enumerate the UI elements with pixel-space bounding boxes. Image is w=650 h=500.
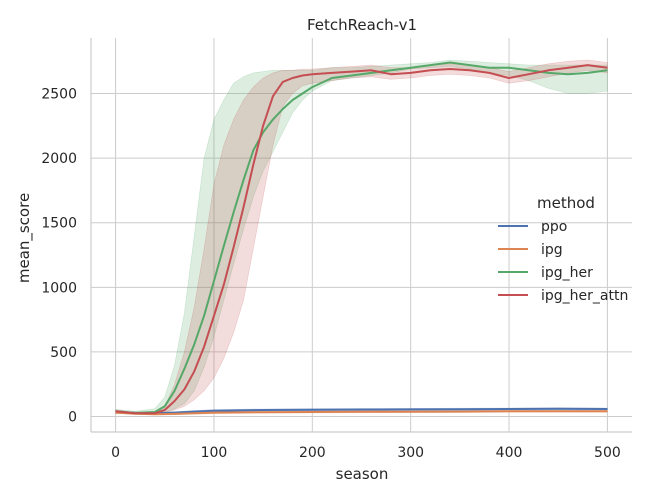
y-axis-label: mean_score: [15, 193, 34, 283]
band-ipg_her_attn: [115, 59, 608, 415]
y-tick-label: 0: [68, 409, 77, 425]
line-ipg_her: [115, 61, 608, 414]
chart-title: FetchReach-v1: [307, 16, 417, 34]
legend-title: method: [537, 194, 595, 212]
x-axis-label: season: [336, 465, 389, 483]
axes: [90, 38, 632, 433]
legend-label-ipg_her: ipg_her: [541, 265, 593, 281]
legend: method ppo ipg ipg_her ipg_her_attn: [498, 194, 628, 304]
line-ipg: [115, 410, 608, 416]
x-tick-label: 300: [397, 445, 424, 461]
line-ipg_her_attn: [115, 64, 608, 415]
series-lines: [115, 61, 608, 416]
y-tick-label: 2500: [41, 87, 77, 103]
y-tick-label: 500: [50, 345, 77, 361]
x-tick-label: 200: [299, 445, 326, 461]
legend-label-ppo: ppo: [541, 219, 567, 235]
y-tick-label: 1500: [41, 216, 77, 232]
y-tick-label: 1000: [41, 280, 77, 296]
grid: [91, 38, 632, 432]
y-tick-label: 2000: [41, 151, 77, 167]
x-tick-label: 500: [594, 445, 621, 461]
band-ipg_her: [115, 59, 608, 415]
x-tick-label: 100: [201, 445, 228, 461]
legend-items: ppo ipg ipg_her ipg_her_attn: [498, 219, 628, 304]
tick-labels: 0 100 200 300 400 500 0 500 1000 1500 2000 2500: [41, 87, 620, 461]
legend-label-ipg_her_attn: ipg_her_attn: [541, 288, 628, 304]
legend-label-ipg: ipg: [541, 242, 563, 258]
x-tick-label: 400: [496, 445, 523, 461]
confidence-bands: [115, 59, 608, 416]
x-tick-label: 0: [111, 445, 120, 461]
